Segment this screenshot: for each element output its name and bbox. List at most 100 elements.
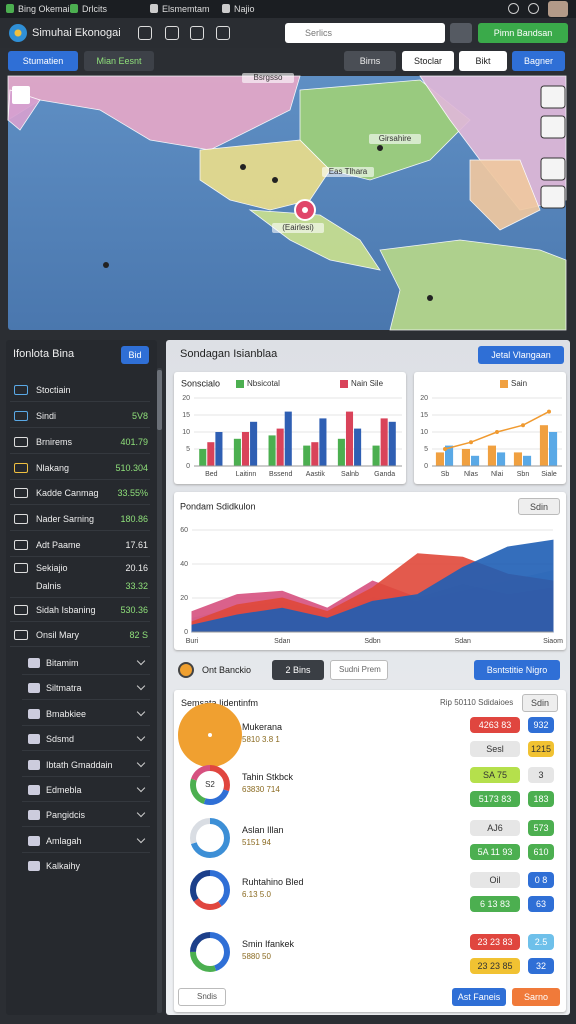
header-icon[interactable] xyxy=(165,26,179,40)
sidebar-group[interactable]: Siltmatra xyxy=(46,683,82,694)
sidebar-item[interactable]: Onsil Mary xyxy=(36,630,80,640)
item-value: 17.61 xyxy=(125,540,148,550)
badge[interactable]: 6 13 83 xyxy=(470,896,520,912)
badge[interactable]: 63 xyxy=(528,896,554,912)
badge[interactable]: 610 xyxy=(528,844,554,860)
badge[interactable]: Sesl xyxy=(470,741,520,757)
footer-input[interactable]: Sndis xyxy=(178,988,226,1006)
badge[interactable]: 5173 83 xyxy=(470,791,520,807)
primary-button[interactable]: Pimn Bandsan xyxy=(478,23,568,43)
toolbar-button[interactable]: Bagner xyxy=(512,51,565,71)
badge[interactable]: 3 xyxy=(528,767,554,783)
sidebar-group[interactable]: Edmebla xyxy=(46,785,82,795)
toolbar-button[interactable]: Bikt xyxy=(459,51,507,71)
badge[interactable]: 183 xyxy=(528,791,554,807)
separator xyxy=(22,826,150,828)
badge[interactable]: 2.5 xyxy=(528,934,554,950)
footer-button[interactable]: Sarno xyxy=(512,988,560,1006)
badge[interactable]: 932 xyxy=(528,717,554,733)
badge[interactable]: SA 75 xyxy=(470,767,520,783)
separator xyxy=(22,724,150,726)
badge[interactable]: Oil xyxy=(470,872,520,888)
avatar[interactable] xyxy=(548,1,568,17)
panel-button[interactable]: Jetal Vlangaan xyxy=(478,346,564,364)
badge[interactable]: AJ6 xyxy=(470,820,520,836)
sidebar-title: Ifonlota Bina xyxy=(13,348,75,360)
top-item[interactable]: Drlcits xyxy=(82,4,107,14)
chart-card xyxy=(174,492,566,650)
sidebar-item[interactable]: Nader Sarning xyxy=(36,514,95,524)
chart-button[interactable]: Sdin xyxy=(518,498,560,515)
badge[interactable]: 573 xyxy=(528,820,554,836)
sidebar-item[interactable]: Adt Paame xyxy=(36,540,81,550)
header-icon[interactable] xyxy=(138,26,152,40)
badge[interactable]: 4263 83 xyxy=(470,717,520,733)
badge[interactable]: 32 xyxy=(528,958,554,974)
sidebar-group[interactable]: Bmabkiee xyxy=(46,708,87,719)
sidebar-item[interactable]: Kadde Canmag xyxy=(36,488,99,498)
item-icon xyxy=(14,437,28,447)
item-icon xyxy=(14,514,28,524)
sidebar-item[interactable]: Stoctiain xyxy=(36,385,71,395)
item-value: 20.16 xyxy=(125,563,148,573)
chart-card xyxy=(174,372,406,484)
badge[interactable]: 23 23 85 xyxy=(470,958,520,974)
select[interactable]: 2 Bins xyxy=(272,660,324,680)
row-sub: 6.13 5.0 xyxy=(242,890,271,899)
toolbar-button[interactable]: Stumatien xyxy=(8,51,78,71)
search-button[interactable] xyxy=(450,23,472,43)
group-icon xyxy=(28,835,40,846)
control-button[interactable]: Bsntstitie Nigro xyxy=(474,660,560,680)
input[interactable]: Sudni Prem xyxy=(330,660,388,680)
sidebar-item[interactable]: Nlakang xyxy=(36,463,70,473)
item-value: 530.36 xyxy=(120,605,148,615)
row-name[interactable]: Smin Ifankek xyxy=(242,939,295,949)
separator xyxy=(10,556,150,557)
badge[interactable]: 5A 11 93 xyxy=(470,844,520,860)
row-name[interactable]: Tahin Stkbck xyxy=(242,772,294,782)
top-item[interactable]: Elsmemtam xyxy=(162,4,210,14)
row-name[interactable]: Mukerana xyxy=(242,722,283,732)
row-name[interactable]: Aslan Illan xyxy=(242,825,284,835)
item-icon xyxy=(14,411,28,421)
sidebar-group[interactable]: Ibtath Gmaddain xyxy=(46,759,113,770)
top-icon xyxy=(70,4,78,13)
badge[interactable]: 23 23 83 xyxy=(470,934,520,950)
sidebar-item[interactable]: Sekiajio xyxy=(36,563,68,573)
control-icon xyxy=(178,662,194,678)
sidebar-group[interactable]: Kalkaihy xyxy=(46,861,81,872)
separator xyxy=(22,699,150,701)
sidebar-item[interactable]: Sidah Isbaning xyxy=(36,605,96,615)
search-input[interactable]: Serlics xyxy=(285,23,445,43)
row-sub: 63830 714 xyxy=(242,785,280,794)
badge[interactable]: 0 8 xyxy=(528,872,554,888)
group-icon xyxy=(28,734,40,745)
top-item[interactable]: Najio xyxy=(234,4,255,14)
row-name[interactable]: Ruhtahino Bled xyxy=(242,877,304,887)
row-sub: 5151 94 xyxy=(242,838,271,847)
sidebar-group[interactable]: Pangidcis xyxy=(46,810,86,821)
sidebar-item[interactable]: Dalnis xyxy=(36,581,62,591)
list-title: Semsata Iidentinfm xyxy=(181,698,259,708)
sidebar-group[interactable]: Sdsmd xyxy=(46,734,75,745)
list-button[interactable]: Sdin xyxy=(522,694,558,712)
toolbar-button[interactable]: Mian Eesnt xyxy=(84,51,154,71)
top-icon[interactable] xyxy=(528,3,539,14)
group-icon xyxy=(28,683,40,694)
item-value: 33.32 xyxy=(125,581,148,591)
toolbar-button[interactable]: Birns xyxy=(344,51,396,71)
sidebar-group[interactable]: Amlagah xyxy=(46,835,82,846)
list-info: Rip 50110 Sdidaioes xyxy=(440,698,514,707)
scrollbar xyxy=(157,368,162,1013)
badge[interactable]: 1215 xyxy=(528,741,554,757)
header-icon[interactable] xyxy=(190,26,204,40)
sidebar-item[interactable]: Sindi xyxy=(36,411,57,421)
sidebar-item[interactable]: Brnirems xyxy=(36,437,73,447)
top-icon[interactable] xyxy=(508,3,519,14)
header-icon[interactable] xyxy=(216,26,230,40)
footer-button[interactable]: Ast Faneis xyxy=(452,988,506,1006)
top-item[interactable]: Bing Okemain xyxy=(18,4,75,14)
sidebar-group[interactable]: Bitamim xyxy=(46,658,79,668)
toolbar-button[interactable]: Stoclar xyxy=(402,51,454,71)
sidebar-button[interactable]: Bid xyxy=(121,346,149,364)
